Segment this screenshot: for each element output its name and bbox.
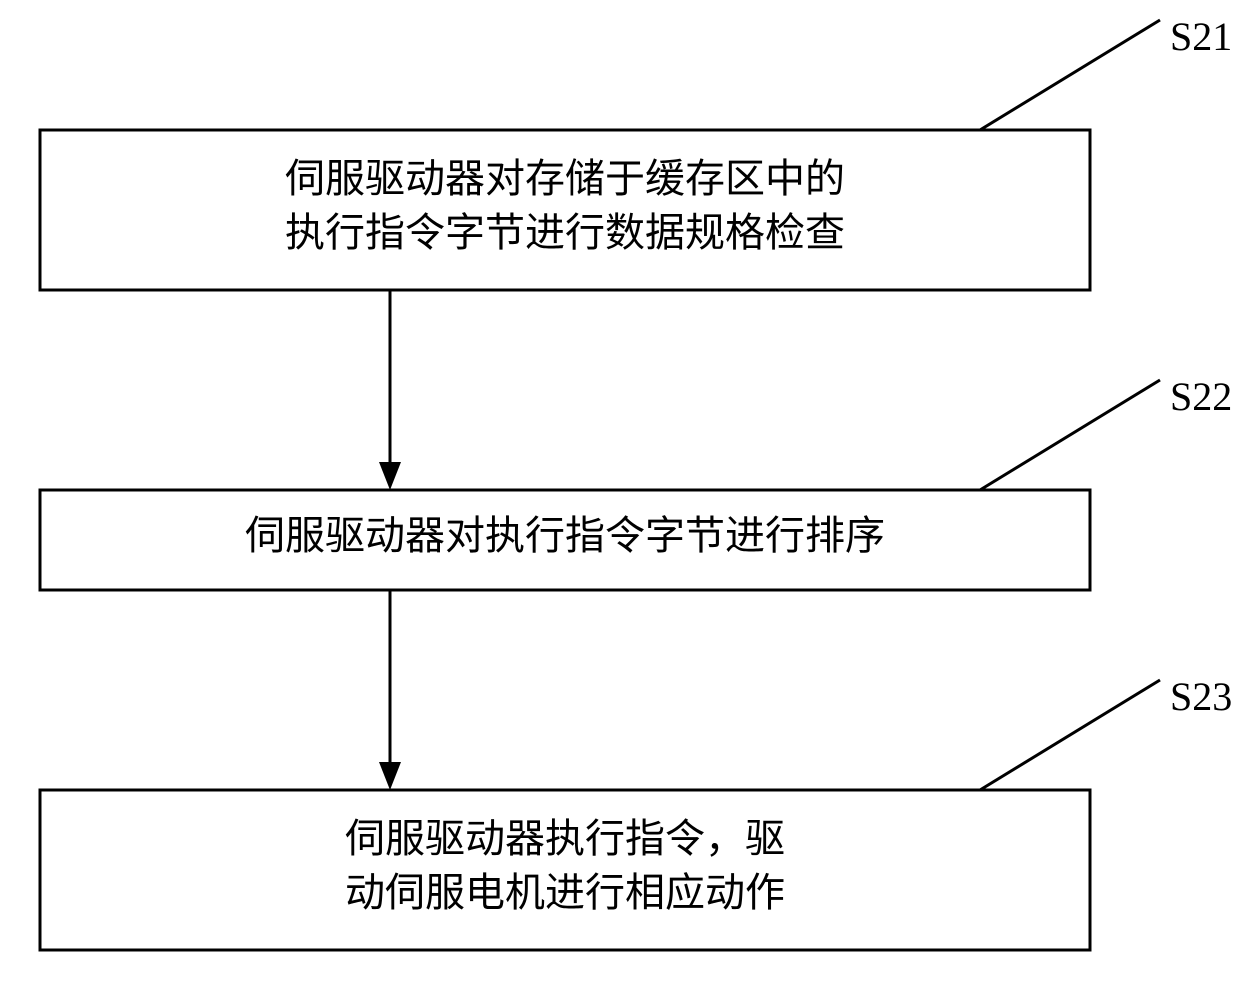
flowchart-canvas: 伺服驱动器对存储于缓存区中的执行指令字节进行数据规格检查 S21 伺服驱动器对执行指… bbox=[0, 0, 1240, 983]
flow-step-s23-line1: 伺服驱动器执行指令，驱 bbox=[345, 816, 785, 861]
flow-step-s22-line1: 伺服驱动器对执行指令字节进行排序 bbox=[245, 513, 885, 558]
callout-line-s22 bbox=[980, 380, 1160, 490]
arrowhead-icon bbox=[379, 462, 401, 490]
callout-label-s22: S22 bbox=[1170, 374, 1232, 419]
flow-step-s23-line2: 动伺服电机进行相应动作 bbox=[345, 870, 785, 915]
flow-step-s21-line2: 执行指令字节进行数据规格检查 bbox=[285, 210, 845, 255]
arrowhead-icon bbox=[379, 762, 401, 790]
callout-label-s23: S23 bbox=[1170, 674, 1232, 719]
callout-line-s23 bbox=[980, 680, 1160, 790]
callout-label-s21: S21 bbox=[1170, 14, 1232, 59]
callout-line-s21 bbox=[980, 20, 1160, 130]
flow-step-s21-line1: 伺服驱动器对存储于缓存区中的 bbox=[285, 156, 845, 201]
